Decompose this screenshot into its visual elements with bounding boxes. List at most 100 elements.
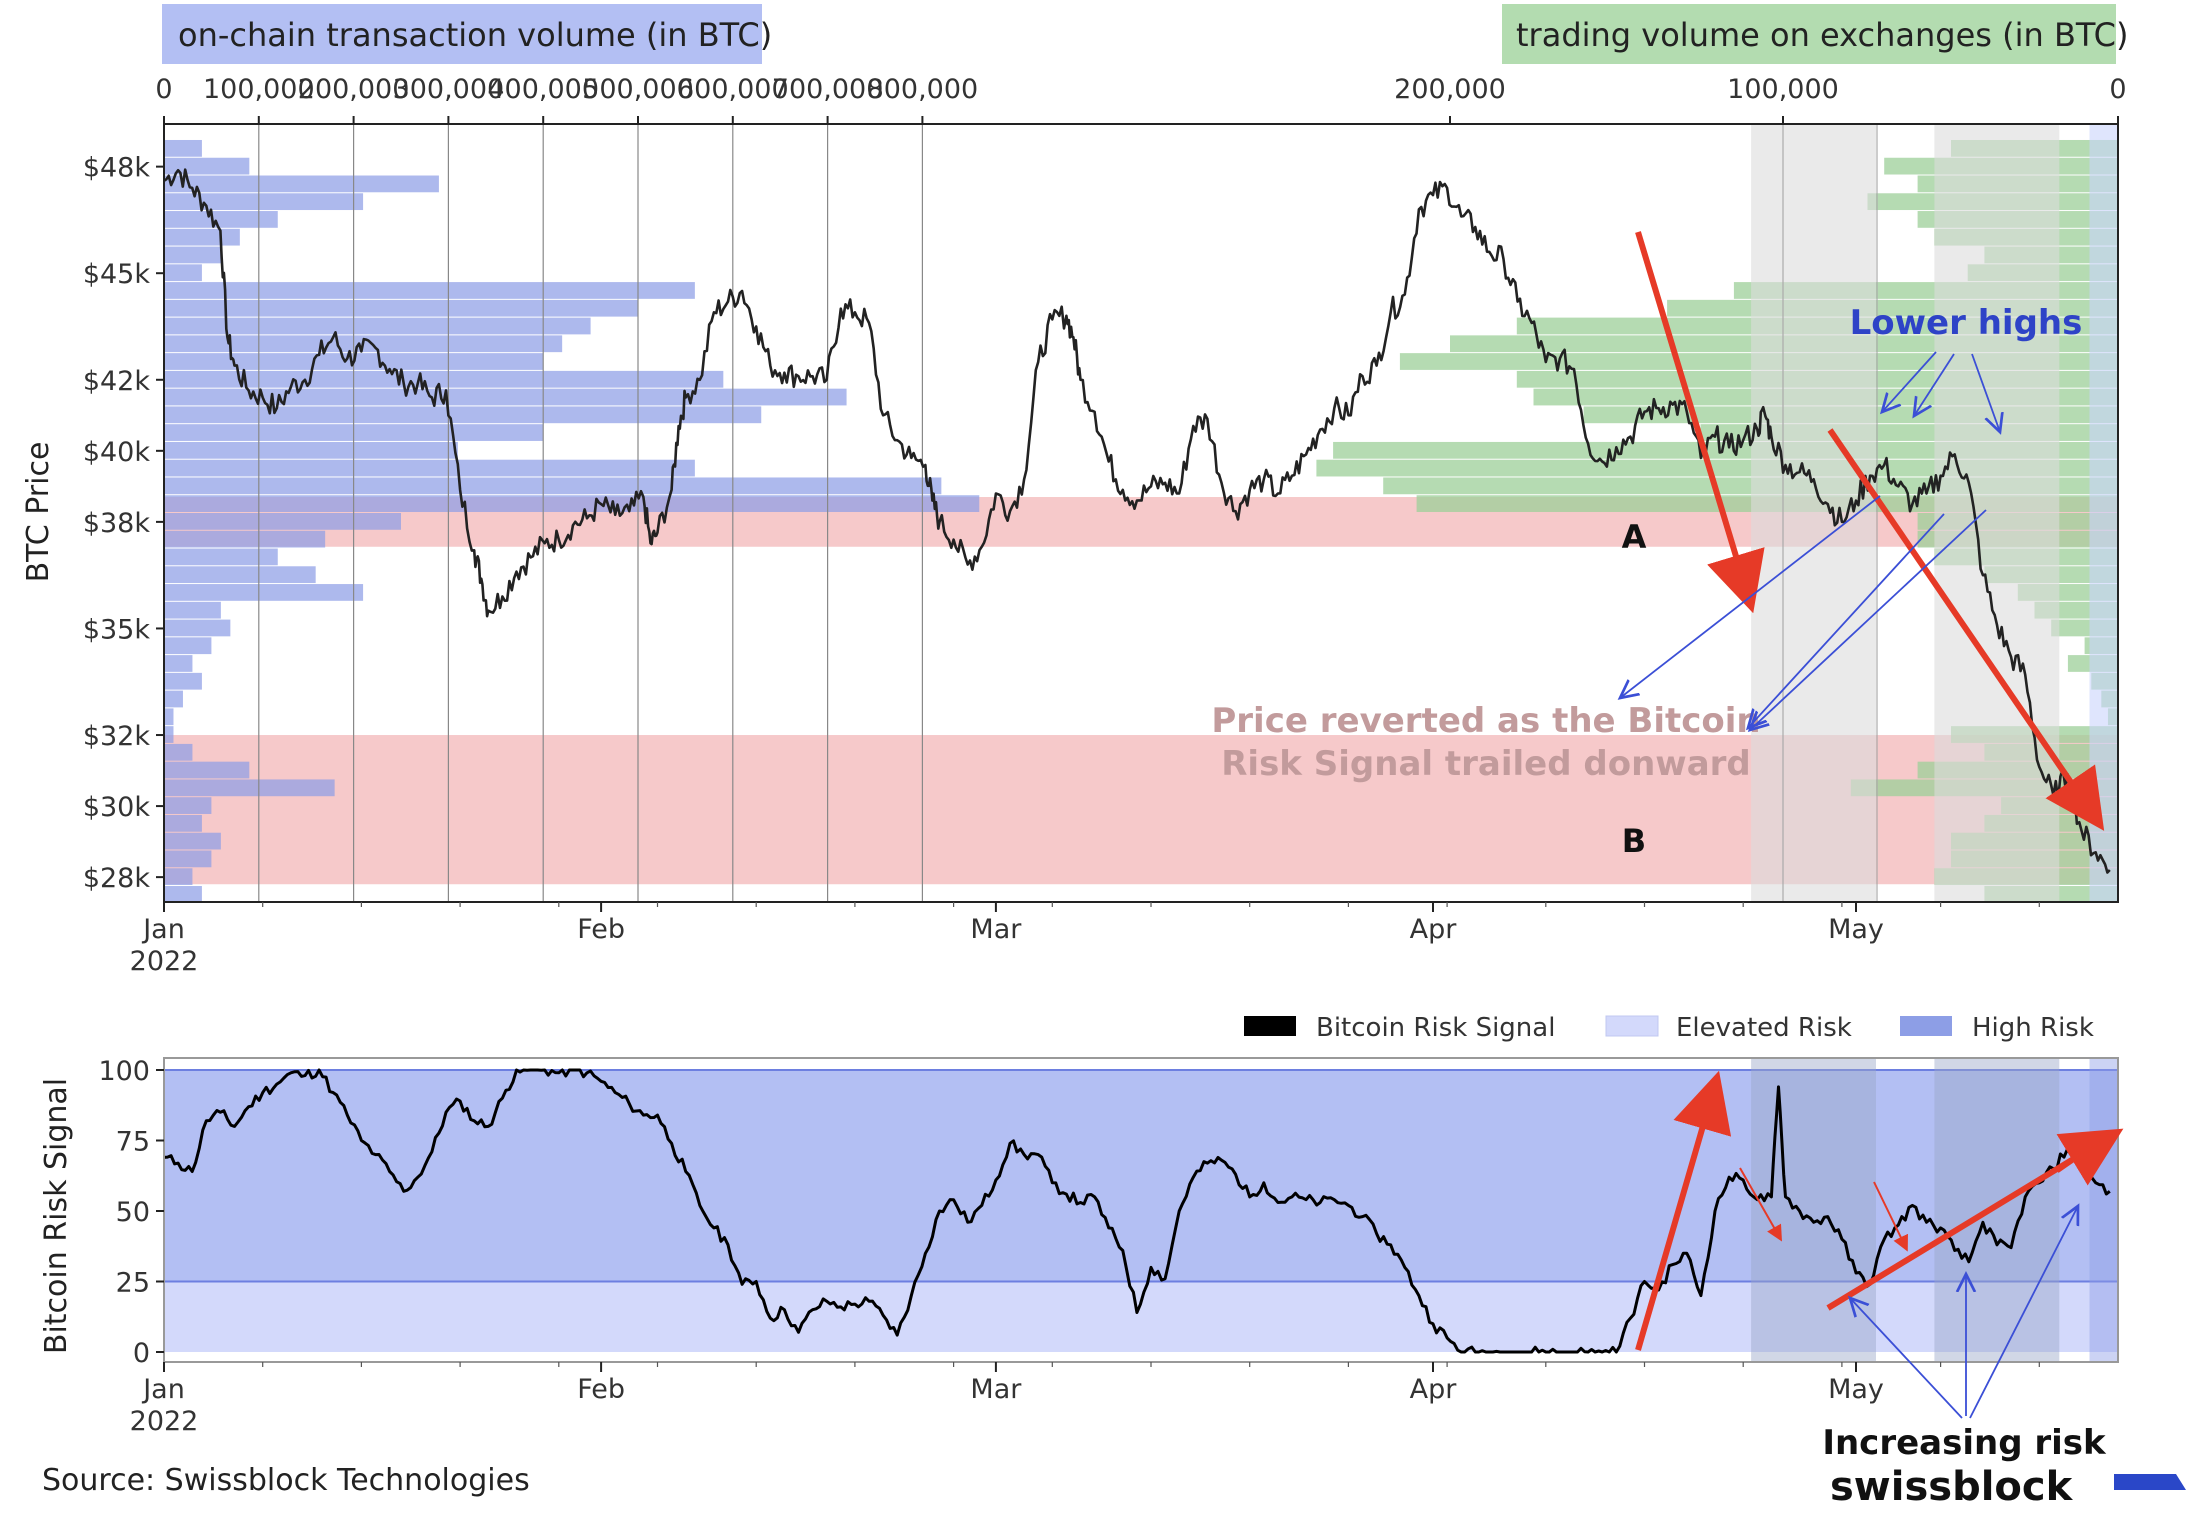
volume-top-axis: 0 100,000200,000300,000400,000500,000600,… — [155, 74, 2127, 124]
volume-top-tick-label: 500,000 — [582, 74, 694, 105]
risk-y-tick-label: 0 — [133, 1338, 150, 1369]
exchange-volume-bar — [1316, 459, 2118, 477]
onchain-volume-bar — [164, 228, 240, 246]
onchain-volume-bar — [164, 584, 364, 601]
legend-label-risk-signal: Bitcoin Risk Signal — [1316, 1013, 1555, 1043]
onchain-volume-gridlines — [258, 124, 1878, 902]
red-arrow-down-1 — [1635, 231, 1765, 614]
top-date-tick-label: May — [1828, 914, 1884, 945]
exchange-volume-bar — [1333, 441, 2118, 459]
price-reverted-line2: Risk Signal trailed donward — [1221, 744, 1751, 784]
legend: Bitcoin Risk Signal Elevated Risk High R… — [1244, 1013, 2094, 1043]
blue-arrow-increasing-3 — [1969, 1206, 2078, 1419]
onchain-volume-bar — [164, 317, 591, 335]
volume-top-tick-label: 100,000 — [203, 74, 315, 105]
blue-arrow-lower-high-1 — [1882, 351, 1937, 412]
price-y-tick-label: $48k — [83, 153, 151, 184]
blue-arrow-reverted-2 — [1748, 513, 1945, 728]
brand-logo: swissblock — [1830, 1464, 2074, 1510]
onchain-volume-bar — [164, 211, 278, 228]
volume-top-tick-label: 0 — [155, 74, 172, 105]
price-y-axis: $48k $45k $42k $40k $38k $35k $32k $30k $28k — [83, 153, 164, 894]
highlight-column — [1751, 124, 1876, 902]
red-arrow-up-2 — [1826, 1128, 2124, 1311]
onchain-volume-bar — [164, 672, 202, 690]
price-y-tick-label: $45k — [83, 259, 151, 290]
red-arrow-small-1 — [1739, 1167, 1782, 1242]
volume-top-tick-label: 300,000 — [393, 74, 505, 105]
volume-top-tick-label: 400,000 — [487, 74, 599, 105]
legend-swatch-high — [1900, 1016, 1952, 1036]
onchain-volume-bar — [164, 832, 221, 850]
source-caption: Source: Swissblock Technologies — [42, 1463, 530, 1498]
legend-swatch-risk-signal — [1244, 1016, 1296, 1036]
blue-arrow-lower-high-2 — [1914, 353, 1955, 416]
bottom-annotation-arrows — [1635, 1070, 2124, 1419]
risk-y-tick-label: 75 — [116, 1127, 150, 1158]
blue-arrow-reverted-3 — [1750, 509, 1987, 730]
volume-top-tick-label: 0 — [2109, 74, 2126, 105]
onchain-volume-bar — [164, 513, 401, 530]
price-y-label: BTC Price — [21, 442, 56, 583]
onchain-volume-bar — [164, 797, 212, 814]
price-reverted-line1: Price reverted as the Bitcoin — [1211, 701, 1760, 741]
onchain-volume-bar — [164, 193, 364, 211]
onchain-volume-bar — [164, 264, 202, 282]
bottom-date-tick-label: 2022 — [130, 1406, 199, 1437]
onchain-volume-bar — [164, 619, 231, 637]
highlight-column — [2089, 124, 2118, 902]
onchain-volume-bar — [164, 548, 278, 566]
lower-highs-label: Lower highs — [1850, 303, 2083, 343]
volume-top-tick-label: 800,000 — [867, 74, 979, 105]
price-y-tick-label: $30k — [83, 792, 151, 823]
risk-y-tick-label: 100 — [98, 1056, 150, 1087]
highlight-column — [1934, 1058, 2060, 1362]
top-date-tick-label: Mar — [970, 914, 1022, 945]
risk-signal-line — [164, 1068, 2111, 1354]
price-y-tick-label: $28k — [83, 863, 151, 894]
blue-arrow-lower-high-3 — [1971, 353, 2000, 432]
onchain-volume-bar — [164, 406, 762, 424]
highlight-column — [1751, 1058, 1876, 1362]
onchain-volume-bar — [164, 495, 980, 512]
legend-swatch-elevated — [1605, 1015, 1659, 1037]
onchain-volume-bar — [164, 779, 335, 797]
onchain-volume-bar — [164, 868, 193, 886]
onchain-volume-bar — [164, 477, 942, 495]
onchain-volume-bar — [164, 850, 212, 868]
right-axis-title-box — [1502, 4, 2116, 64]
red-arrow-small-3 — [2057, 1133, 2114, 1173]
bottom-date-tick-label: Apr — [1410, 1374, 1458, 1405]
volume-top-tick-label: 200,000 — [1394, 74, 1506, 105]
left-axis-title-box — [162, 4, 762, 64]
risk-zone-elevated-risk — [164, 1281, 2118, 1352]
onchain-volume-bar — [164, 175, 439, 193]
band-b-label: B — [1622, 822, 1646, 860]
risk-y-tick-label: 50 — [116, 1197, 150, 1228]
onchain-volume-bar — [164, 761, 250, 779]
volume-top-tick-label: 600,000 — [677, 74, 789, 105]
top-date-tick-label: Feb — [577, 914, 625, 945]
red-arrow-down-2 — [1827, 428, 2105, 831]
onchain-volume-bar — [164, 814, 202, 832]
top-annotation-arrows — [1620, 231, 2105, 831]
risk-zones — [164, 1069, 2118, 1352]
risk-y-tick-label: 25 — [116, 1268, 150, 1299]
onchain-volume-bar — [164, 441, 458, 459]
onchain-volume-bar — [164, 459, 695, 477]
top-date-tick-label: 2022 — [130, 946, 199, 977]
onchain-volume-bar — [164, 655, 193, 672]
bottom-highlight-columns — [1751, 1058, 2118, 1362]
left-axis-title: on-chain transaction volume (in BTC) — [178, 16, 772, 54]
price-y-tick-label: $35k — [83, 614, 151, 645]
right-axis-title: trading volume on exchanges (in BTC) — [1516, 16, 2128, 54]
onchain-volume-bar — [164, 726, 174, 743]
top-date-tick-label: Apr — [1410, 914, 1458, 945]
blue-arrow-reverted-1 — [1620, 495, 1881, 698]
highlight-column — [1934, 124, 2060, 902]
volume-top-tick-label: 200,000 — [298, 74, 410, 105]
price-y-tick-label: $38k — [83, 508, 151, 539]
